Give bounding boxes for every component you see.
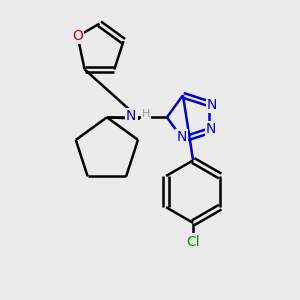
Text: N: N [207,98,217,112]
Text: N: N [176,130,187,144]
Text: N: N [206,122,216,136]
Text: N: N [126,109,136,123]
Text: Cl: Cl [186,235,200,248]
Text: O: O [72,29,83,43]
Text: H: H [142,109,150,119]
